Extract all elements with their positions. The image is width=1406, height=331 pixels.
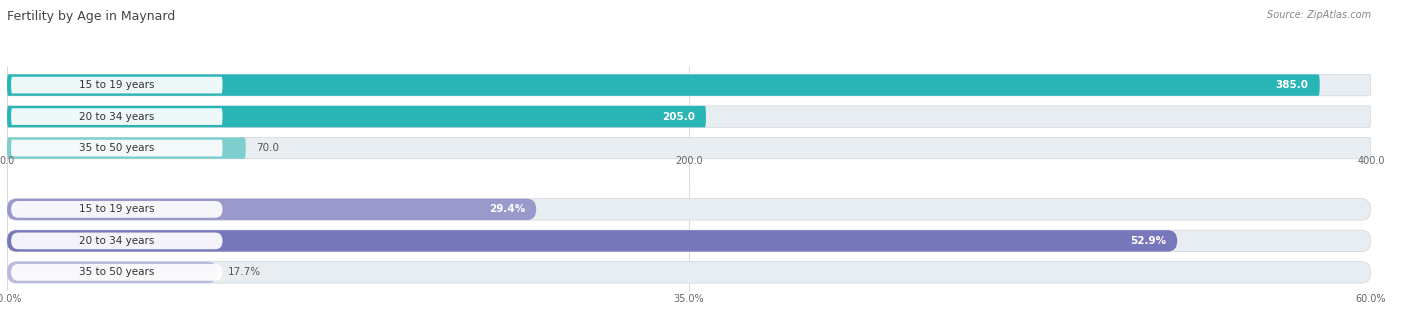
FancyBboxPatch shape: [7, 137, 246, 159]
FancyBboxPatch shape: [11, 201, 222, 218]
Text: 52.9%: 52.9%: [1130, 236, 1167, 246]
FancyBboxPatch shape: [7, 74, 1371, 96]
FancyBboxPatch shape: [7, 106, 706, 127]
FancyBboxPatch shape: [7, 262, 1371, 283]
FancyBboxPatch shape: [7, 74, 1320, 96]
Text: 20 to 34 years: 20 to 34 years: [79, 236, 155, 246]
Text: 15 to 19 years: 15 to 19 years: [79, 80, 155, 90]
Text: 15 to 19 years: 15 to 19 years: [79, 205, 155, 214]
FancyBboxPatch shape: [11, 77, 222, 93]
FancyBboxPatch shape: [7, 199, 536, 220]
Text: 17.7%: 17.7%: [228, 267, 262, 277]
Text: 35 to 50 years: 35 to 50 years: [79, 143, 155, 153]
Text: 385.0: 385.0: [1275, 80, 1309, 90]
Text: Source: ZipAtlas.com: Source: ZipAtlas.com: [1267, 10, 1371, 20]
Text: 205.0: 205.0: [662, 112, 695, 121]
FancyBboxPatch shape: [7, 230, 1177, 252]
FancyBboxPatch shape: [11, 233, 222, 249]
FancyBboxPatch shape: [7, 230, 1371, 252]
FancyBboxPatch shape: [11, 140, 222, 157]
FancyBboxPatch shape: [7, 199, 1371, 220]
FancyBboxPatch shape: [11, 108, 222, 125]
Text: 70.0: 70.0: [257, 143, 280, 153]
Text: Fertility by Age in Maynard: Fertility by Age in Maynard: [7, 10, 176, 23]
FancyBboxPatch shape: [7, 106, 1371, 127]
FancyBboxPatch shape: [11, 264, 222, 281]
Text: 29.4%: 29.4%: [489, 205, 526, 214]
Text: 20 to 34 years: 20 to 34 years: [79, 112, 155, 121]
Text: 35 to 50 years: 35 to 50 years: [79, 267, 155, 277]
FancyBboxPatch shape: [7, 137, 1371, 159]
FancyBboxPatch shape: [7, 262, 217, 283]
